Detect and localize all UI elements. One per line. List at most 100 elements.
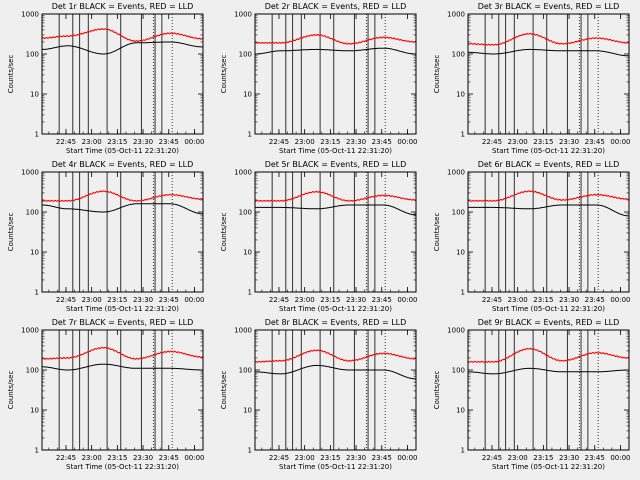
x-tick-label: 22:45 [56,454,76,462]
x-tick-label: 23:30 [559,454,579,462]
y-tick-label: 1 [461,131,465,139]
x-axis-label: Start Time (05-Oct-11 22:31:20) [492,463,605,471]
y-tick-label: 100 [26,209,39,217]
y-tick-label: 100 [26,367,39,375]
y-tick-label: 10 [30,91,39,99]
y-tick-label: 1 [248,131,252,139]
y-tick-label: 1000 [447,327,465,335]
panel-title: Det 5r BLACK = Events, RED = LLD [265,160,407,169]
x-tick-label: 22:45 [269,454,289,462]
y-axis-label: Counts/sec [433,55,441,94]
lld-series-line [41,346,204,360]
x-tick-label: 23:30 [346,296,366,304]
x-tick-label: 23:45 [159,138,179,146]
y-tick-label: 100 [26,51,39,59]
lld-series-line [467,347,630,363]
y-tick-label: 10 [456,249,465,257]
y-tick-label: 1 [35,447,39,455]
y-tick-label: 100 [239,51,252,59]
x-axis-label: Start Time (05-Oct-11 22:31:20) [492,147,605,155]
x-tick-label: 23:30 [133,138,153,146]
plot-frame [41,171,204,293]
y-axis-label: Counts/sec [433,213,441,252]
y-tick-label: 1000 [21,11,39,19]
y-tick-label: 10 [243,407,252,415]
x-tick-label: 00:00 [397,138,417,146]
y-axis-label: Counts/sec [220,55,228,94]
y-tick-label: 100 [452,51,465,59]
plot-frame [467,171,630,293]
x-axis-label: Start Time (05-Oct-11 22:31:20) [66,147,179,155]
x-tick-label: 23:00 [508,138,528,146]
y-tick-label: 1 [35,131,39,139]
plot-frame [41,13,204,135]
y-axis-label: Counts/sec [220,213,228,252]
x-tick-label: 23:15 [533,138,553,146]
plot-frame [467,13,630,135]
plot-frame [254,13,417,135]
y-tick-label: 1 [461,289,465,297]
x-tick-label: 00:00 [184,138,204,146]
x-tick-label: 23:15 [107,296,127,304]
x-tick-label: 22:45 [56,138,76,146]
x-tick-label: 23:30 [133,454,153,462]
x-tick-label: 22:45 [482,138,502,146]
detector-panel: Det 4r BLACK = Events, RED = LLD 1 10 100 10… [7,160,205,313]
lld-series-line [254,33,417,45]
x-tick-label: 00:00 [184,454,204,462]
y-tick-label: 1 [461,447,465,455]
x-tick-label: 22:45 [56,296,76,304]
detector-panel: Det 3r BLACK = Events, RED = LLD 1 10 100 10… [433,2,631,155]
y-tick-label: 10 [30,407,39,415]
panel-title: Det 1r BLACK = Events, RED = LLD [52,2,194,11]
y-tick-label: 100 [239,209,252,217]
events-series-line [468,367,629,375]
detector-panel: Det 5r BLACK = Events, RED = LLD 1 10 100 10… [220,160,418,313]
detector-panel: Det 6r BLACK = Events, RED = LLD 1 10 100 10… [433,160,631,313]
x-axis-label: Start Time (05-Oct-11 22:31:20) [279,305,392,313]
detector-panel: Det 2r BLACK = Events, RED = LLD 1 10 100 10… [220,2,418,155]
lld-series-line [255,349,417,363]
x-axis-label: Start Time (05-Oct-11 22:31:20) [279,147,392,155]
y-axis-label: Counts/sec [7,371,15,410]
x-tick-label: 23:30 [559,138,579,146]
y-tick-label: 10 [30,249,39,257]
y-tick-label: 1000 [234,11,252,19]
x-tick-label: 23:45 [372,454,392,462]
events-series-line [42,203,203,215]
lld-series-line [41,190,204,202]
y-tick-label: 100 [452,367,465,375]
x-tick-label: 23:45 [585,296,605,304]
x-tick-label: 23:45 [159,296,179,304]
y-tick-label: 10 [456,407,465,415]
detector-panel: Det 8r BLACK = Events, RED = LLD 1 10 100 10… [220,318,418,471]
y-tick-label: 100 [452,209,465,217]
y-axis-label: Counts/sec [7,55,15,94]
lld-series-line [41,27,204,42]
x-tick-label: 00:00 [610,138,630,146]
y-tick-label: 1000 [447,11,465,19]
panel-title: Det 9r BLACK = Events, RED = LLD [478,318,620,327]
panel-title: Det 6r BLACK = Events, RED = LLD [478,160,620,169]
events-series-line [42,363,203,371]
x-axis-label: Start Time (05-Oct-11 22:31:20) [66,463,179,471]
detector-panel: Det 1r BLACK = Events, RED = LLD 1 10 100 10… [7,2,205,155]
x-tick-label: 22:45 [269,138,289,146]
x-tick-label: 23:15 [320,138,340,146]
y-tick-label: 100 [239,367,252,375]
y-tick-label: 1000 [234,327,252,335]
x-tick-label: 22:45 [482,296,502,304]
x-tick-label: 22:45 [482,454,502,462]
panel-title: Det 3r BLACK = Events, RED = LLD [478,2,620,11]
y-tick-label: 10 [456,91,465,99]
plot-frame [467,329,630,451]
y-tick-label: 1 [248,447,252,455]
x-tick-label: 23:45 [372,138,392,146]
x-tick-label: 23:15 [320,454,340,462]
detector-panel: Det 7r BLACK = Events, RED = LLD 1 10 100 10… [7,318,205,471]
lld-series-line [467,32,630,46]
x-tick-label: 23:15 [533,454,553,462]
x-tick-label: 23:00 [295,454,315,462]
events-series-line [468,48,629,57]
